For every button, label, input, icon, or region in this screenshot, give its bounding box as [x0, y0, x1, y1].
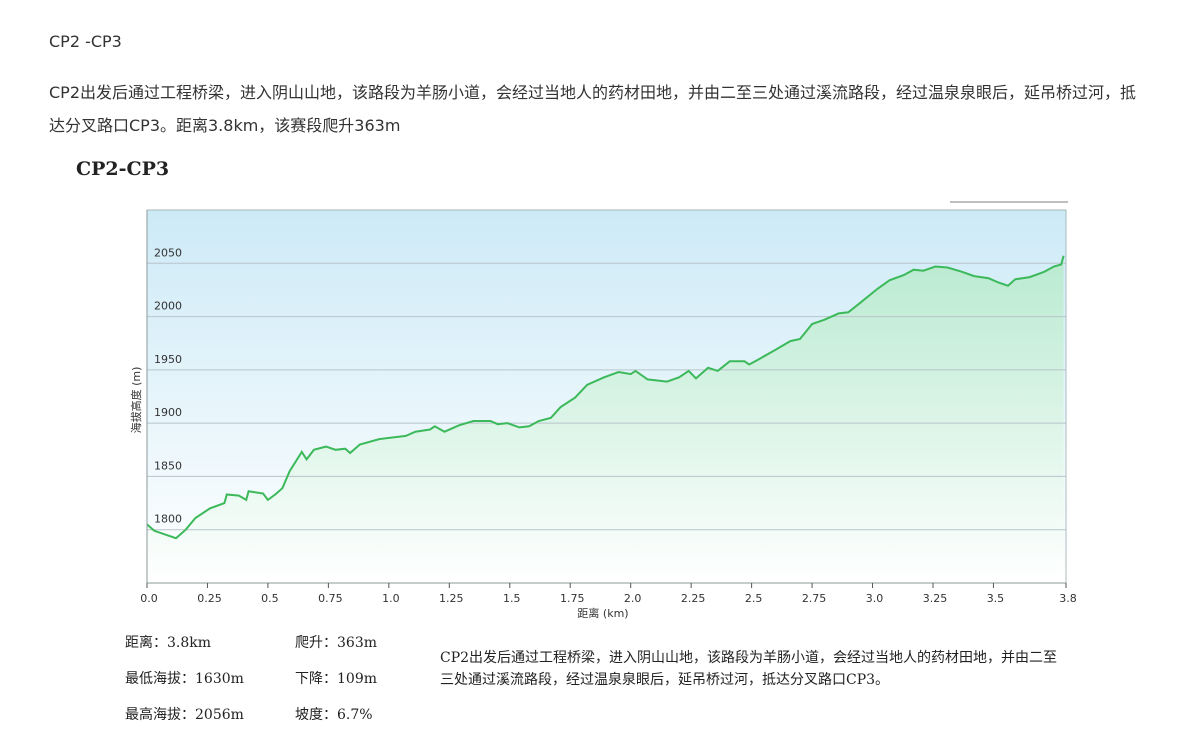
- stat: 最低海拔：1630m: [125, 671, 244, 687]
- x-tick-label: 0.75: [318, 592, 343, 605]
- description: CP2出发后通过工程桥梁，进入阴山山地，该路段为羊肠小道，会经过当地人的药材田地…: [440, 650, 1058, 688]
- x-tick-label: 3.8: [1059, 592, 1077, 605]
- x-tick-label: 3.0: [866, 592, 884, 605]
- intro: CP2出发后通过工程桥梁，进入阴山山地，该路段为羊肠小道，会经过当地人的药材田地…: [49, 83, 1137, 135]
- x-tick-label: 3.25: [923, 592, 948, 605]
- stat: 爬升：363m: [295, 635, 377, 651]
- y-tick-label: 1850: [154, 459, 182, 472]
- x-tick-label: 0.25: [197, 592, 222, 605]
- y-axis-label: 海拔高度 (m): [129, 367, 143, 434]
- x-tick-label: 2.5: [745, 592, 763, 605]
- x-tick-label: 0.0: [140, 592, 158, 605]
- elevation-line: [146, 255, 1065, 540]
- heading: CP2 -CP3: [49, 32, 122, 51]
- area-fill: [147, 255, 1064, 584]
- y-tick-label: 1900: [154, 406, 182, 419]
- plot-border: [146, 209, 1067, 584]
- x-tick-label: 2.0: [624, 592, 642, 605]
- chart-title: CP2-CP3: [76, 158, 170, 180]
- stat: 下降：109m: [295, 671, 377, 687]
- y-tick-label: 1800: [154, 513, 182, 526]
- y-tick-label: 2050: [154, 246, 182, 259]
- stat: 最高海拔：2056m: [125, 707, 244, 723]
- x-tick-label: 2.75: [802, 592, 827, 605]
- x-tick-label: 1.0: [382, 592, 400, 605]
- x-tick-label: 1.75: [560, 592, 585, 605]
- stat: 坡度：6.7%: [295, 707, 373, 723]
- x-tick-label: 1.25: [439, 592, 464, 605]
- x-axis-label: 距离 (km): [577, 606, 628, 620]
- x-tick-label: 1.5: [503, 592, 521, 605]
- y-tick-label: 2000: [154, 300, 182, 313]
- x-tick-label: 2.25: [681, 592, 706, 605]
- y-tick-label: 1950: [154, 353, 182, 366]
- x-tick-label: 3.5: [987, 592, 1005, 605]
- stat: 距离：3.8km: [125, 635, 212, 651]
- x-tick-label: 0.5: [261, 592, 279, 605]
